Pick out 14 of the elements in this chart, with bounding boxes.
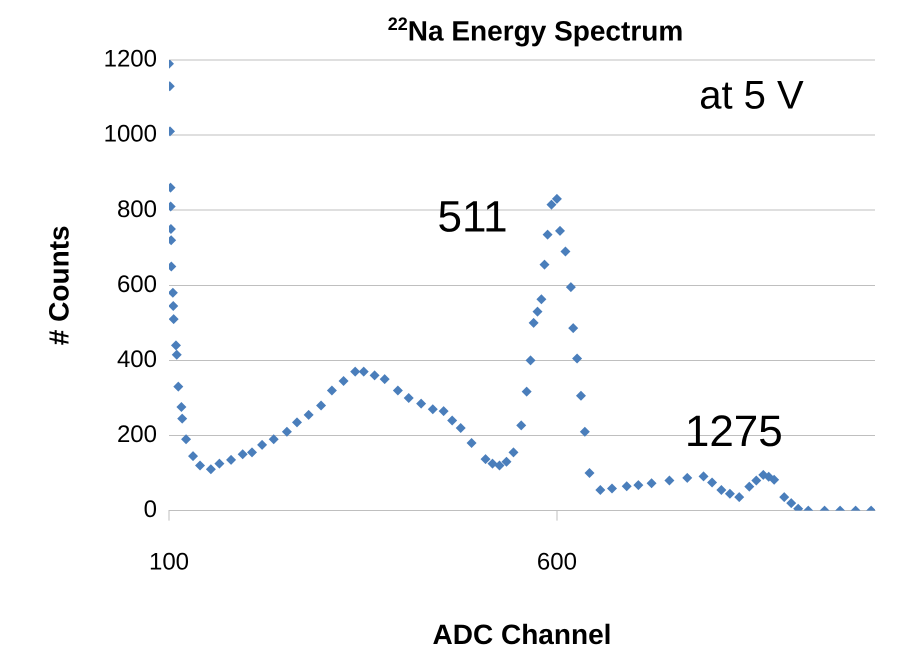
annotation: 511 bbox=[437, 192, 508, 242]
y-tick-label: 1000 bbox=[104, 120, 157, 148]
y-tick-label: 0 bbox=[144, 496, 157, 524]
y-tick-label: 800 bbox=[116, 196, 157, 223]
y-tick-label: 600 bbox=[116, 270, 157, 298]
y-axis-title: # Counts bbox=[44, 225, 75, 346]
annotation: 1275 bbox=[684, 407, 783, 456]
x-tick-label: 100 bbox=[148, 548, 190, 576]
chart-title: $^{22}$Na Energy Spectrum bbox=[386, 14, 684, 48]
y-tick-label: 200 bbox=[116, 421, 157, 448]
y-tick-label: 1200 bbox=[104, 46, 157, 73]
annotation: at 5 V bbox=[699, 73, 804, 118]
y-tick-label: 400 bbox=[116, 346, 157, 374]
x-axis-title: ADC Channel bbox=[432, 618, 612, 650]
